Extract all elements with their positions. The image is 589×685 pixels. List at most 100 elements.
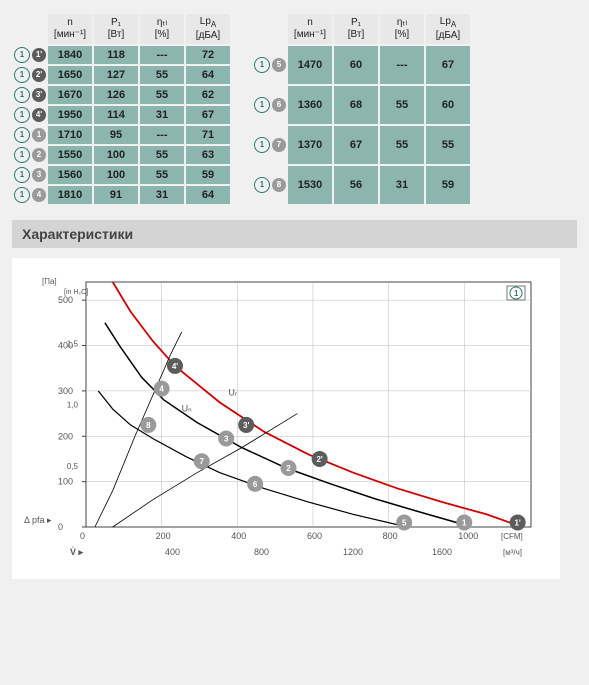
col-n: n[мин⁻¹] [288,14,332,44]
cell-n: 1560 [48,166,92,184]
svg-text:600: 600 [307,531,322,541]
svg-text:400: 400 [165,547,180,557]
svg-text:1: 1 [462,518,467,527]
svg-text:100: 100 [58,476,73,486]
svg-text:1,0: 1,0 [67,400,79,409]
cell-eta: 31 [380,166,424,204]
svg-text:Uₙ: Uₙ [182,403,192,413]
cell-p: 100 [94,166,138,184]
series-indicator-icon: 1 [14,67,30,83]
svg-text:1000: 1000 [458,531,478,541]
table-right: n[мин⁻¹] P₁[Вт] ηₜₗ[%] LpA[дБА] 15147060… [252,12,472,206]
series-indicator-icon: 1 [14,87,30,103]
table-row: 13'16701265562 [14,86,230,104]
cell-eta: 55 [140,86,184,104]
table-row: 11'1840118---72 [14,46,230,64]
svg-text:800: 800 [383,531,398,541]
cell-p: 56 [334,166,378,204]
svg-text:4': 4' [172,362,178,371]
point-badge-icon: 7 [272,138,286,152]
svg-text:5: 5 [402,518,407,527]
svg-text:1200: 1200 [343,547,363,557]
point-badge-icon: 1' [32,48,46,62]
col-lpa: LpA[дБА] [186,14,230,44]
svg-text:V̇ ▸: V̇ ▸ [70,546,84,556]
cell-p: 91 [94,186,138,204]
cell-n: 1670 [48,86,92,104]
section-title: Характеристики [12,220,577,248]
table-row: 14'19501143167 [14,106,230,124]
cell-p: 95 [94,126,138,144]
point-badge-icon: 5 [272,58,286,72]
cell-n: 1950 [48,106,92,124]
series-indicator-icon: 1 [254,177,270,193]
svg-text:200: 200 [156,531,171,541]
series-indicator-icon: 1 [14,47,30,63]
table-row: 171370675555 [254,126,470,164]
series-indicator-icon: 1 [14,167,30,183]
svg-text:200: 200 [58,431,73,441]
table-row: 141810913164 [14,186,230,204]
cell-lpa: 63 [186,146,230,164]
cell-eta: 55 [140,146,184,164]
cell-lpa: 67 [186,106,230,124]
cell-n: 1810 [48,186,92,204]
cell-lpa: 59 [426,166,470,204]
cell-lpa: 60 [426,86,470,124]
col-lpa: LpA[дБА] [426,14,470,44]
series-indicator-icon: 1 [14,187,30,203]
cell-p: 68 [334,86,378,124]
svg-text:3': 3' [243,421,249,430]
cell-lpa: 55 [426,126,470,164]
data-tables: n[мин⁻¹] P₁[Вт] ηₜₗ[%] LpA[дБА] 11'18401… [12,12,577,206]
table-row: 15147060---67 [254,46,470,84]
svg-text:2: 2 [286,464,291,473]
series-indicator-icon: 1 [254,137,270,153]
cell-n: 1370 [288,126,332,164]
svg-text:[Па]: [Па] [42,277,57,286]
col-eta: ηₜₗ[%] [380,14,424,44]
point-badge-icon: 3' [32,88,46,102]
point-badge-icon: 1 [32,128,46,142]
cell-n: 1650 [48,66,92,84]
cell-eta: --- [380,46,424,84]
cell-p: 127 [94,66,138,84]
cell-eta: 55 [140,166,184,184]
svg-text:6: 6 [253,479,258,488]
cell-lpa: 72 [186,46,230,64]
chart-svg: 01002003004005000,51,01,5[Па][in H₂O]020… [16,262,556,572]
series-indicator-icon: 1 [254,57,270,73]
svg-text:[in H₂O]: [in H₂O] [64,289,89,296]
svg-text:1': 1' [514,518,520,527]
cell-lpa: 67 [426,46,470,84]
table-row: 11171095---71 [14,126,230,144]
cell-eta: 31 [140,106,184,124]
cell-n: 1470 [288,46,332,84]
cell-n: 1360 [288,86,332,124]
point-badge-icon: 6 [272,98,286,112]
series-indicator-icon: 1 [254,97,270,113]
cell-eta: --- [140,46,184,64]
col-eta: ηₜₗ[%] [140,14,184,44]
series-indicator-icon: 1 [14,107,30,123]
svg-text:2': 2' [316,455,322,464]
svg-text:0,5: 0,5 [67,461,79,470]
svg-text:800: 800 [254,547,269,557]
svg-text:0: 0 [58,522,63,532]
cell-eta: 31 [140,186,184,204]
svg-text:Δ pfa ▸: Δ pfa ▸ [24,515,52,525]
svg-text:4: 4 [159,384,164,393]
cell-p: 67 [334,126,378,164]
cell-lpa: 71 [186,126,230,144]
cell-eta: --- [140,126,184,144]
point-badge-icon: 2 [32,148,46,162]
cell-n: 1550 [48,146,92,164]
table-row: 1215501005563 [14,146,230,164]
cell-p: 118 [94,46,138,64]
point-badge-icon: 2' [32,68,46,82]
table-left-head: n[мин⁻¹] P₁[Вт] ηₜₗ[%] LpA[дБА] [14,14,230,44]
table-row: 12'16501275564 [14,66,230,84]
point-badge-icon: 4' [32,108,46,122]
cell-eta: 55 [380,126,424,164]
svg-text:[CFM]: [CFM] [501,532,523,541]
